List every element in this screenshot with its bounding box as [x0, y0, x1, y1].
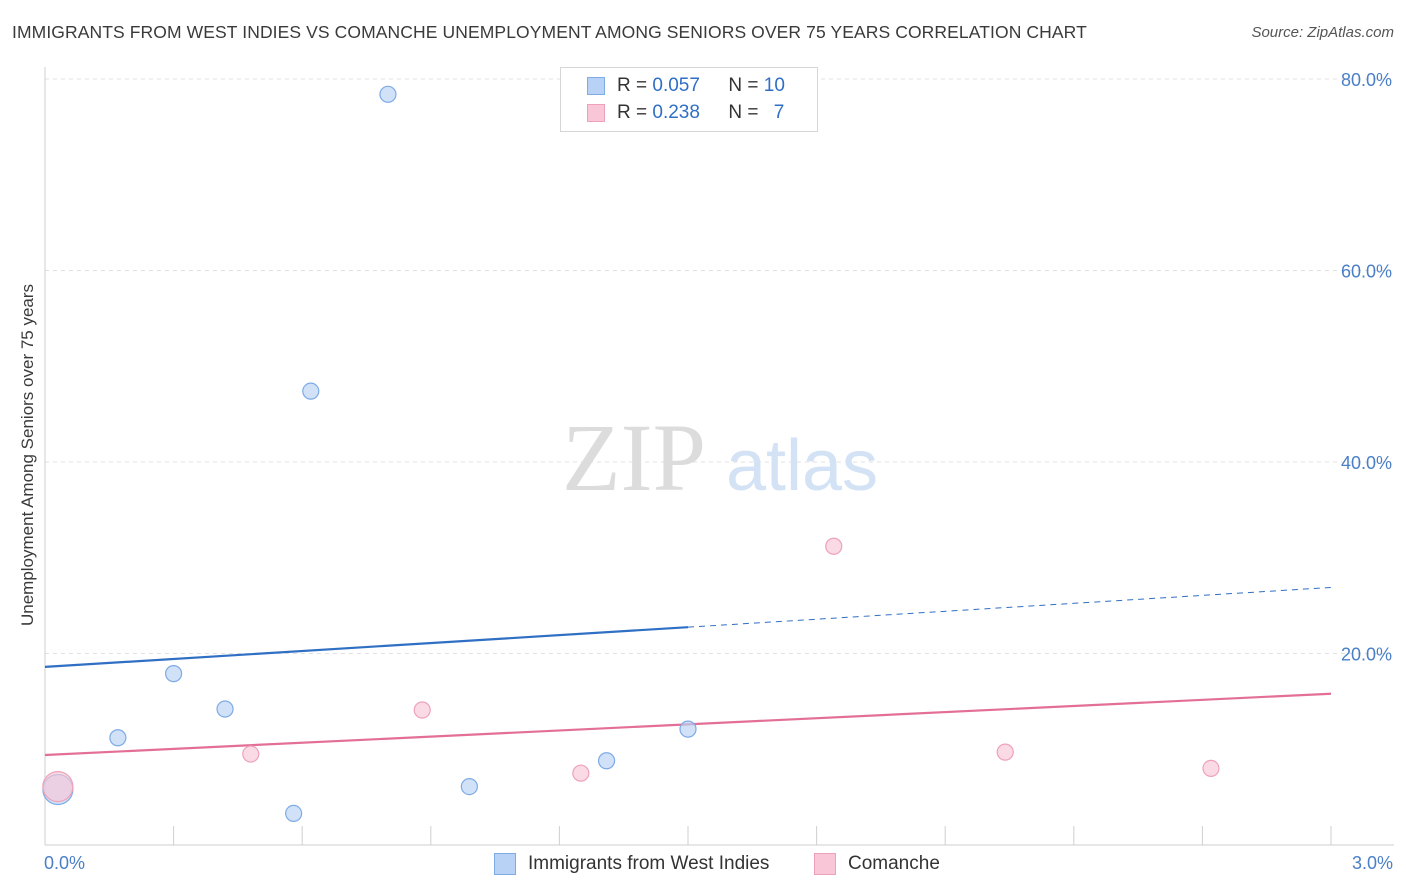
trend-line-west-indies [44, 626, 689, 669]
point-west-indies [379, 85, 397, 103]
pink-swatch [814, 853, 836, 875]
watermark-atlas: atlas [726, 426, 878, 506]
point-comanche [242, 745, 260, 763]
r-label: R = [617, 102, 648, 123]
point-west-indies [679, 720, 697, 738]
point-west-indies [109, 729, 127, 747]
r-value: 0.238 [652, 102, 700, 123]
point-west-indies [165, 665, 183, 683]
data-points [42, 85, 1220, 823]
point-comanche [42, 770, 74, 803]
point-comanche [572, 764, 590, 782]
r-value: 0.057 [652, 75, 700, 96]
point-west-indies [216, 700, 234, 718]
n-label: N = [728, 75, 759, 96]
watermark: ZIP atlas [562, 404, 878, 511]
legend-item-west-indies[interactable]: Immigrants from West Indies [494, 852, 769, 876]
legend-label: Immigrants from West Indies [528, 853, 770, 874]
r-label: R = [617, 75, 648, 96]
y-tick-label: 60.0% [1341, 262, 1392, 282]
point-west-indies [302, 382, 320, 400]
blue-swatch [587, 77, 605, 95]
watermark-zip: ZIP [562, 404, 706, 511]
point-west-indies [285, 804, 303, 823]
n-value: 7 [773, 102, 785, 123]
point-comanche [825, 537, 843, 555]
trend-line-west-indies-projection [687, 586, 1332, 628]
y-tick-label: 40.0% [1341, 453, 1392, 473]
correlation-legend: R = 0.057 N = 10 R = 0.238 N = 7 [560, 67, 818, 132]
point-west-indies [597, 752, 616, 770]
pink-swatch [587, 104, 605, 122]
legend-row-comanche: R = 0.238 N = 7 [587, 101, 784, 125]
point-comanche [996, 743, 1014, 761]
n-value: 10 [763, 75, 785, 96]
axes [44, 67, 1394, 846]
tick-labels: 20.0% 40.0% 60.0% 80.0% 0.0% 3.0% [44, 70, 1393, 873]
point-comanche [1202, 759, 1220, 778]
chart-title: IMMIGRANTS FROM WEST INDIES VS COMANCHE … [12, 22, 1087, 42]
point-west-indies [460, 777, 478, 796]
source-label: Source: ZipAtlas.com [1251, 24, 1394, 41]
blue-swatch [494, 853, 516, 875]
x-tick-label-min: 0.0% [44, 853, 85, 873]
y-tick-label: 20.0% [1341, 645, 1392, 665]
x-tick-label-max: 3.0% [1352, 853, 1393, 873]
y-tick-label: 80.0% [1341, 70, 1392, 90]
gridlines [45, 78, 1391, 654]
legend-item-comanche[interactable]: Comanche [814, 852, 940, 876]
legend-label: Comanche [848, 853, 940, 874]
legend-row-west-indies: R = 0.057 N = 10 [587, 74, 785, 98]
n-label: N = [728, 102, 759, 123]
point-comanche [413, 701, 431, 719]
